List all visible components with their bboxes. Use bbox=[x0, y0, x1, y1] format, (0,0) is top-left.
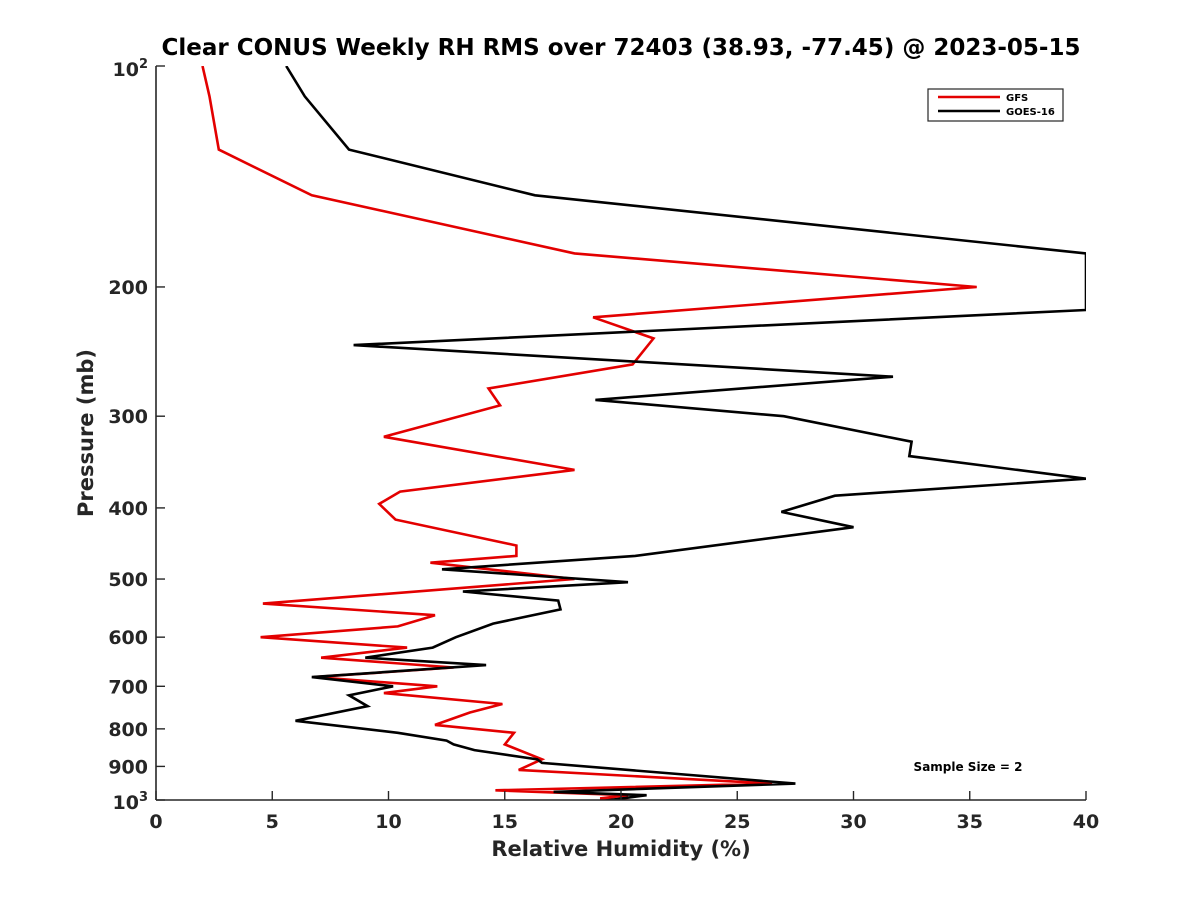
x-tick-label: 0 bbox=[149, 811, 162, 833]
y-tick-label-100: 102 bbox=[113, 57, 149, 81]
legend: GFS GOES-16 bbox=[927, 88, 1064, 122]
legend-label-gfs: GFS bbox=[1006, 93, 1028, 104]
y-tick-label: 500 bbox=[108, 569, 148, 591]
y-axis-label: Pressure (mb) bbox=[74, 349, 98, 517]
sample-size-annotation: Sample Size = 2 bbox=[914, 760, 1023, 774]
series-line-goes-16 bbox=[285, 66, 1086, 800]
series-layer bbox=[201, 66, 1086, 800]
x-axis-ticks: 0 5 10 15 20 25 30 35 40 bbox=[149, 791, 1099, 833]
y-tick-label-1000: 103 bbox=[113, 790, 149, 814]
y-tick-label: 700 bbox=[108, 676, 148, 698]
y-tick-label: 800 bbox=[108, 719, 148, 741]
plot-area bbox=[156, 66, 1086, 800]
x-tick-label: 5 bbox=[266, 811, 279, 833]
series-line-gfs bbox=[201, 66, 977, 800]
y-tick-label: 200 bbox=[108, 277, 148, 299]
x-tick-label: 25 bbox=[724, 811, 750, 833]
x-tick-label: 15 bbox=[492, 811, 518, 833]
y-tick-label: 400 bbox=[108, 498, 148, 520]
x-tick-label: 10 bbox=[375, 811, 401, 833]
y-tick-label: 900 bbox=[108, 756, 148, 778]
x-tick-label: 20 bbox=[608, 811, 634, 833]
y-tick-label: 300 bbox=[108, 406, 148, 428]
legend-box bbox=[927, 88, 1064, 122]
y-axis-ticks: 200 300 400 500 600 700 800 900 bbox=[108, 65, 165, 801]
x-tick-label: 40 bbox=[1073, 811, 1099, 833]
x-tick-label: 35 bbox=[957, 811, 983, 833]
legend-label-goes-16: GOES-16 bbox=[1006, 107, 1055, 118]
chart-title: Clear CONUS Weekly RH RMS over 72403 (38… bbox=[162, 35, 1081, 61]
x-tick-label: 30 bbox=[840, 811, 866, 833]
x-axis-label: Relative Humidity (%) bbox=[491, 837, 750, 861]
y-tick-label: 600 bbox=[108, 627, 148, 649]
